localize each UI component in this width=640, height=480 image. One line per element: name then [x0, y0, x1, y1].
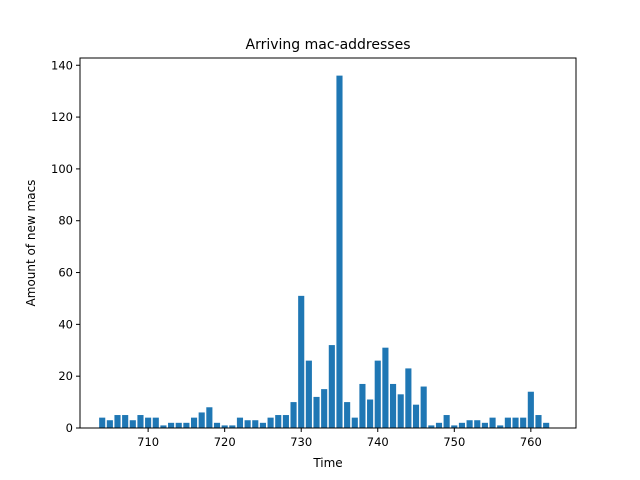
bar-760	[527, 391, 534, 428]
bars-group	[99, 75, 550, 429]
x-tick-label: 730	[290, 435, 312, 449]
bar-722	[236, 417, 244, 428]
bar-719	[213, 422, 221, 428]
bar-754	[481, 422, 488, 428]
bar-734	[328, 345, 335, 428]
bar-757	[504, 417, 511, 428]
bar-728	[282, 415, 289, 428]
bar-756	[497, 425, 504, 428]
bar-740	[374, 360, 381, 428]
bar-732	[313, 396, 320, 428]
bar-735	[336, 75, 343, 429]
bar-706	[114, 415, 121, 428]
bar-729	[290, 402, 297, 428]
bar-741	[382, 347, 389, 428]
bar-710	[145, 417, 152, 428]
x-tick-label: 760	[520, 435, 542, 449]
bar-711	[152, 417, 159, 428]
bar-708	[129, 420, 136, 428]
bar-712	[160, 425, 167, 428]
x-tick-label: 720	[214, 435, 236, 449]
y-tick-label: 0	[66, 421, 73, 435]
bar-725	[259, 422, 266, 428]
bar-748	[435, 422, 443, 428]
bar-721	[229, 425, 236, 428]
bar-744	[405, 368, 412, 428]
bar-747	[428, 425, 435, 428]
bar-724	[252, 420, 259, 428]
bar-749	[443, 415, 450, 428]
bar-738	[359, 383, 366, 428]
bar-715	[183, 422, 190, 428]
bar-742	[390, 383, 397, 428]
bar-752	[466, 420, 473, 428]
bar-746	[420, 386, 427, 428]
y-tick-label: 120	[51, 110, 73, 124]
bar-716	[190, 417, 198, 428]
bar-733	[321, 389, 328, 428]
bar-718	[206, 407, 213, 428]
bar-723	[244, 420, 251, 428]
y-tick-label: 40	[58, 317, 73, 331]
bar-762	[543, 422, 550, 428]
y-tick-label: 60	[58, 266, 73, 280]
y-tick-label: 140	[51, 58, 73, 72]
bar-714	[175, 422, 182, 428]
bar-737	[351, 417, 358, 428]
bar-758	[512, 417, 519, 428]
bar-750	[451, 425, 458, 428]
x-axis-label: Time	[312, 456, 342, 470]
chart-title: Arriving mac-addresses	[246, 37, 411, 53]
bar-704	[99, 417, 106, 428]
x-tick-label: 740	[367, 435, 389, 449]
bar-713	[168, 422, 175, 428]
bar-753	[474, 420, 481, 428]
y-tick-label: 80	[58, 214, 73, 228]
bar-717	[198, 412, 205, 428]
x-axis-ticks: 710 720 730 740 750 760	[137, 428, 542, 449]
y-tick-label: 20	[58, 369, 73, 383]
bar-739	[367, 399, 374, 428]
plot-frame	[79, 57, 577, 429]
x-tick-label: 710	[137, 435, 159, 449]
bar-759	[520, 417, 527, 428]
y-axis-ticks: 0 20 40 60 80 100 120 140	[51, 58, 80, 435]
bar-761	[535, 415, 542, 428]
bar-751	[458, 422, 466, 428]
bar-707	[122, 415, 129, 428]
y-tick-label: 100	[51, 162, 73, 176]
bar-731	[305, 360, 312, 428]
bar-736	[344, 402, 351, 428]
bar-730	[298, 295, 305, 428]
bar-727	[275, 415, 282, 428]
bar-720	[221, 425, 228, 428]
y-axis-label: Amount of new macs	[24, 180, 38, 307]
bar-705	[106, 420, 113, 428]
bar-726	[267, 417, 274, 428]
bar-745	[412, 404, 420, 428]
bar-755	[489, 417, 496, 428]
bar-709	[137, 415, 144, 428]
x-tick-label: 750	[443, 435, 465, 449]
bar-743	[397, 394, 404, 428]
